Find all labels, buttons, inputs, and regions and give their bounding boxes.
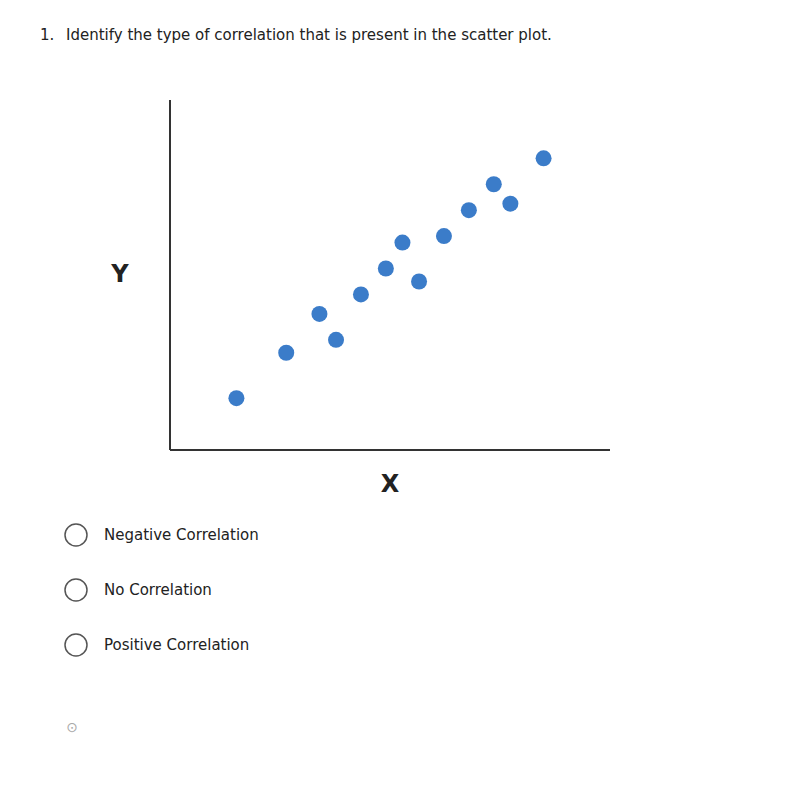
point [328, 332, 344, 348]
point [394, 235, 410, 251]
chart-container: 1. Identify the type of correlation that … [0, 0, 800, 800]
point [378, 261, 394, 277]
choice-label: Negative Correlation [104, 526, 259, 544]
radio-button[interactable] [65, 524, 87, 546]
point [278, 345, 294, 361]
radio-button[interactable] [65, 634, 87, 656]
x-axis-line [170, 449, 610, 451]
point [536, 150, 552, 166]
timer-icon: ⊙ [66, 719, 78, 735]
y-axis-label: Y [110, 260, 129, 288]
choice-label: Positive Correlation [104, 636, 249, 654]
y-axis-line [169, 100, 171, 450]
points [228, 150, 551, 406]
point [461, 202, 477, 218]
point [502, 196, 518, 212]
choice-label: No Correlation [104, 581, 212, 599]
radio-button[interactable] [65, 579, 87, 601]
background [0, 0, 800, 800]
point [411, 273, 427, 289]
point [353, 286, 369, 302]
chart: 1. Identify the type of correlation that … [0, 0, 800, 800]
x-axis-label: X [381, 470, 400, 498]
question-number: 1. [40, 26, 54, 44]
point [436, 228, 452, 244]
point [486, 176, 502, 192]
point [228, 390, 244, 406]
point [311, 306, 327, 322]
title: Identify the type of correlation that is… [66, 26, 552, 44]
